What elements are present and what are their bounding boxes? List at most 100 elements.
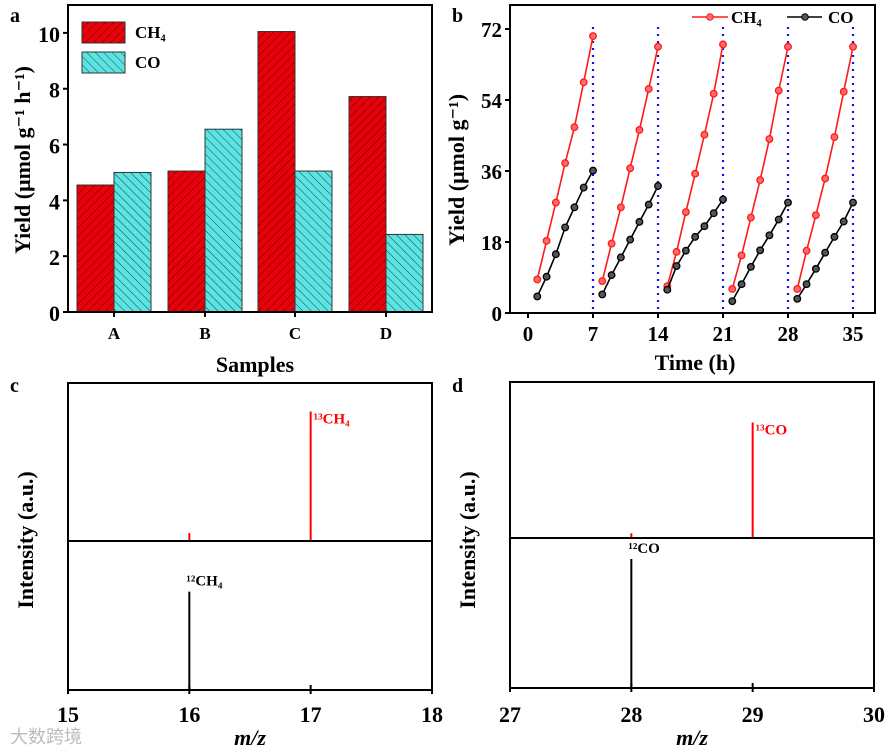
point-co <box>728 297 737 306</box>
point-ch4 <box>635 126 644 134</box>
point-ch4 <box>765 135 774 143</box>
point-co <box>589 166 597 175</box>
point-ch4 <box>737 251 746 260</box>
x-tick-label: 28 <box>778 322 799 346</box>
point-ch4 <box>589 32 597 41</box>
legend-label: CO <box>828 8 854 27</box>
panel-letter-d: d <box>452 375 463 397</box>
point-co <box>821 248 830 257</box>
bar-hatch <box>349 96 386 313</box>
point-co <box>811 264 820 273</box>
point-ch4 <box>719 40 727 49</box>
legend-label: CO <box>135 53 161 72</box>
y-tick-label: 0 <box>492 302 503 326</box>
point-co <box>691 232 700 241</box>
point-ch4 <box>802 246 811 255</box>
y-tick-label: 4 <box>49 189 60 214</box>
plot-frame-c <box>67 382 433 691</box>
plot-frame-d <box>509 381 875 689</box>
point-co <box>672 262 681 271</box>
plot-frame-a <box>67 4 433 313</box>
point-ch4 <box>691 169 700 178</box>
point-co <box>579 183 588 192</box>
point-ch4 <box>542 236 551 245</box>
peak-label: ¹²CH₄ <box>186 574 222 590</box>
point-ch4 <box>784 42 792 51</box>
bar-hatch <box>77 185 114 312</box>
point-ch4 <box>830 133 839 142</box>
point-co <box>616 253 625 262</box>
y-tick-label: 2 <box>49 245 60 270</box>
point-co <box>784 198 792 207</box>
point-ch4 <box>728 284 737 293</box>
point-ch4 <box>644 85 653 93</box>
legend-label: CH₄ <box>731 8 762 27</box>
point-co <box>774 215 783 224</box>
x-tick-label: 0 <box>523 322 534 346</box>
point-co <box>746 262 755 271</box>
panel-letter-c: c <box>10 375 19 397</box>
x-tick-label: 18 <box>421 702 443 727</box>
point-co <box>598 290 607 299</box>
x-axis-label: Time (h) <box>655 350 736 375</box>
y-tick-label: 54 <box>481 89 503 113</box>
point-co <box>793 294 802 303</box>
point-ch4 <box>607 239 616 248</box>
point-co <box>635 217 644 226</box>
y-tick-label: 18 <box>481 231 502 255</box>
y-axis-label: Yield (μmol g⁻¹) <box>444 94 469 246</box>
legend-marker-ch4 <box>706 13 714 21</box>
point-co <box>802 280 811 289</box>
peak-label: ¹³CH₄ <box>314 411 350 427</box>
x-tick-label: 15 <box>57 702 79 727</box>
y-tick-label: 8 <box>49 78 60 103</box>
point-co <box>570 203 579 212</box>
point-co <box>551 250 560 259</box>
x-tick-label: 27 <box>499 702 521 727</box>
x-tick-label: 17 <box>300 702 322 727</box>
legend-swatch-hatch <box>82 52 125 73</box>
point-ch4 <box>709 89 718 98</box>
point-ch4 <box>533 275 542 284</box>
point-ch4 <box>746 213 755 222</box>
point-ch4 <box>616 203 625 212</box>
x-tick-label: 30 <box>863 702 885 727</box>
point-ch4 <box>849 42 857 51</box>
x-tick-label: 29 <box>742 702 764 727</box>
point-co <box>737 280 746 289</box>
x-axis-label: m/z <box>676 725 708 750</box>
x-tick-label: 21 <box>713 322 734 346</box>
point-co <box>756 246 765 255</box>
point-ch4 <box>811 211 820 220</box>
point-ch4 <box>756 176 765 185</box>
legend-swatch-hatch <box>82 22 125 43</box>
x-tick-label: B <box>199 324 210 343</box>
point-ch4 <box>579 78 588 87</box>
point-ch4 <box>700 130 709 139</box>
bar-hatch <box>295 171 332 312</box>
y-tick-label: 10 <box>38 22 60 47</box>
x-tick-label: 28 <box>620 702 642 727</box>
x-axis-label: Samples <box>216 352 295 377</box>
x-tick-label: 16 <box>178 702 200 727</box>
bar-hatch <box>205 129 242 312</box>
point-ch4 <box>774 86 783 95</box>
y-axis-label: Intensity (a.u.) <box>13 471 38 609</box>
x-tick-label: C <box>289 324 301 343</box>
point-ch4 <box>654 42 662 51</box>
point-co <box>849 198 857 207</box>
x-tick-label: A <box>108 324 121 343</box>
point-ch4 <box>839 87 848 96</box>
y-tick-label: 72 <box>481 18 502 42</box>
point-ch4 <box>793 284 802 293</box>
point-co <box>626 235 635 244</box>
bar-hatch <box>386 234 423 312</box>
peak-label: ¹³CO <box>756 423 788 439</box>
panel-letter-a: a <box>10 5 20 27</box>
bar-hatch <box>168 171 205 312</box>
plot-frame-b <box>509 4 876 314</box>
point-ch4 <box>672 247 681 256</box>
x-axis-label: m/z <box>234 725 266 750</box>
point-co <box>644 200 653 209</box>
point-co <box>561 223 570 232</box>
